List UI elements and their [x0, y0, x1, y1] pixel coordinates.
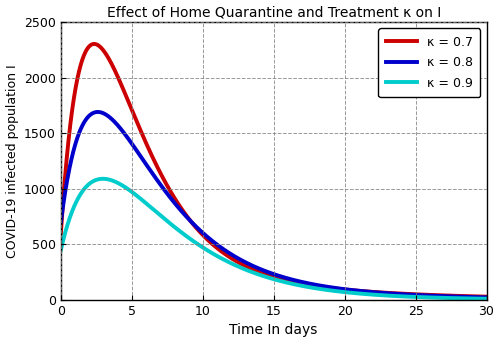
κ = 0.9 — [100, 177, 106, 181]
κ = 0.9 — [393, 294, 399, 298]
Line: κ = 0.8: κ = 0.8 — [61, 112, 486, 297]
κ = 0.9 — [58, 248, 64, 252]
κ = 0.7 — [472, 294, 478, 298]
κ = 0.7 — [471, 294, 477, 298]
κ = 0.9 — [254, 272, 260, 276]
X-axis label: Time In days: Time In days — [230, 323, 318, 338]
κ = 0.8 — [472, 295, 478, 299]
Title: Effect of Home Quarantine and Treatment κ on I: Effect of Home Quarantine and Treatment … — [106, 5, 441, 20]
κ = 0.8 — [484, 295, 490, 299]
κ = 0.8 — [265, 270, 271, 274]
κ = 0.9 — [471, 296, 477, 300]
κ = 0.8 — [471, 295, 477, 299]
Line: κ = 0.7: κ = 0.7 — [61, 44, 486, 297]
κ = 0.9 — [265, 275, 271, 280]
κ = 0.8 — [80, 123, 86, 127]
κ = 0.7 — [254, 269, 260, 273]
κ = 0.9 — [472, 296, 478, 300]
Line: κ = 0.9: κ = 0.9 — [61, 179, 486, 299]
κ = 0.7 — [393, 291, 399, 295]
κ = 0.7 — [58, 231, 64, 235]
κ = 0.8 — [254, 265, 260, 270]
κ = 0.7 — [484, 295, 490, 299]
κ = 0.7 — [80, 57, 86, 61]
κ = 0.8 — [393, 292, 399, 296]
κ = 0.9 — [80, 189, 86, 193]
Y-axis label: COVID-19 infected population I: COVID-19 infected population I — [6, 64, 18, 258]
κ = 0.8 — [58, 220, 64, 224]
κ = 0.9 — [484, 297, 490, 301]
κ = 0.7 — [265, 273, 271, 277]
κ = 0.8 — [94, 110, 100, 114]
κ = 0.7 — [91, 42, 97, 46]
Legend: κ = 0.7, κ = 0.8, κ = 0.9: κ = 0.7, κ = 0.8, κ = 0.9 — [378, 28, 480, 97]
